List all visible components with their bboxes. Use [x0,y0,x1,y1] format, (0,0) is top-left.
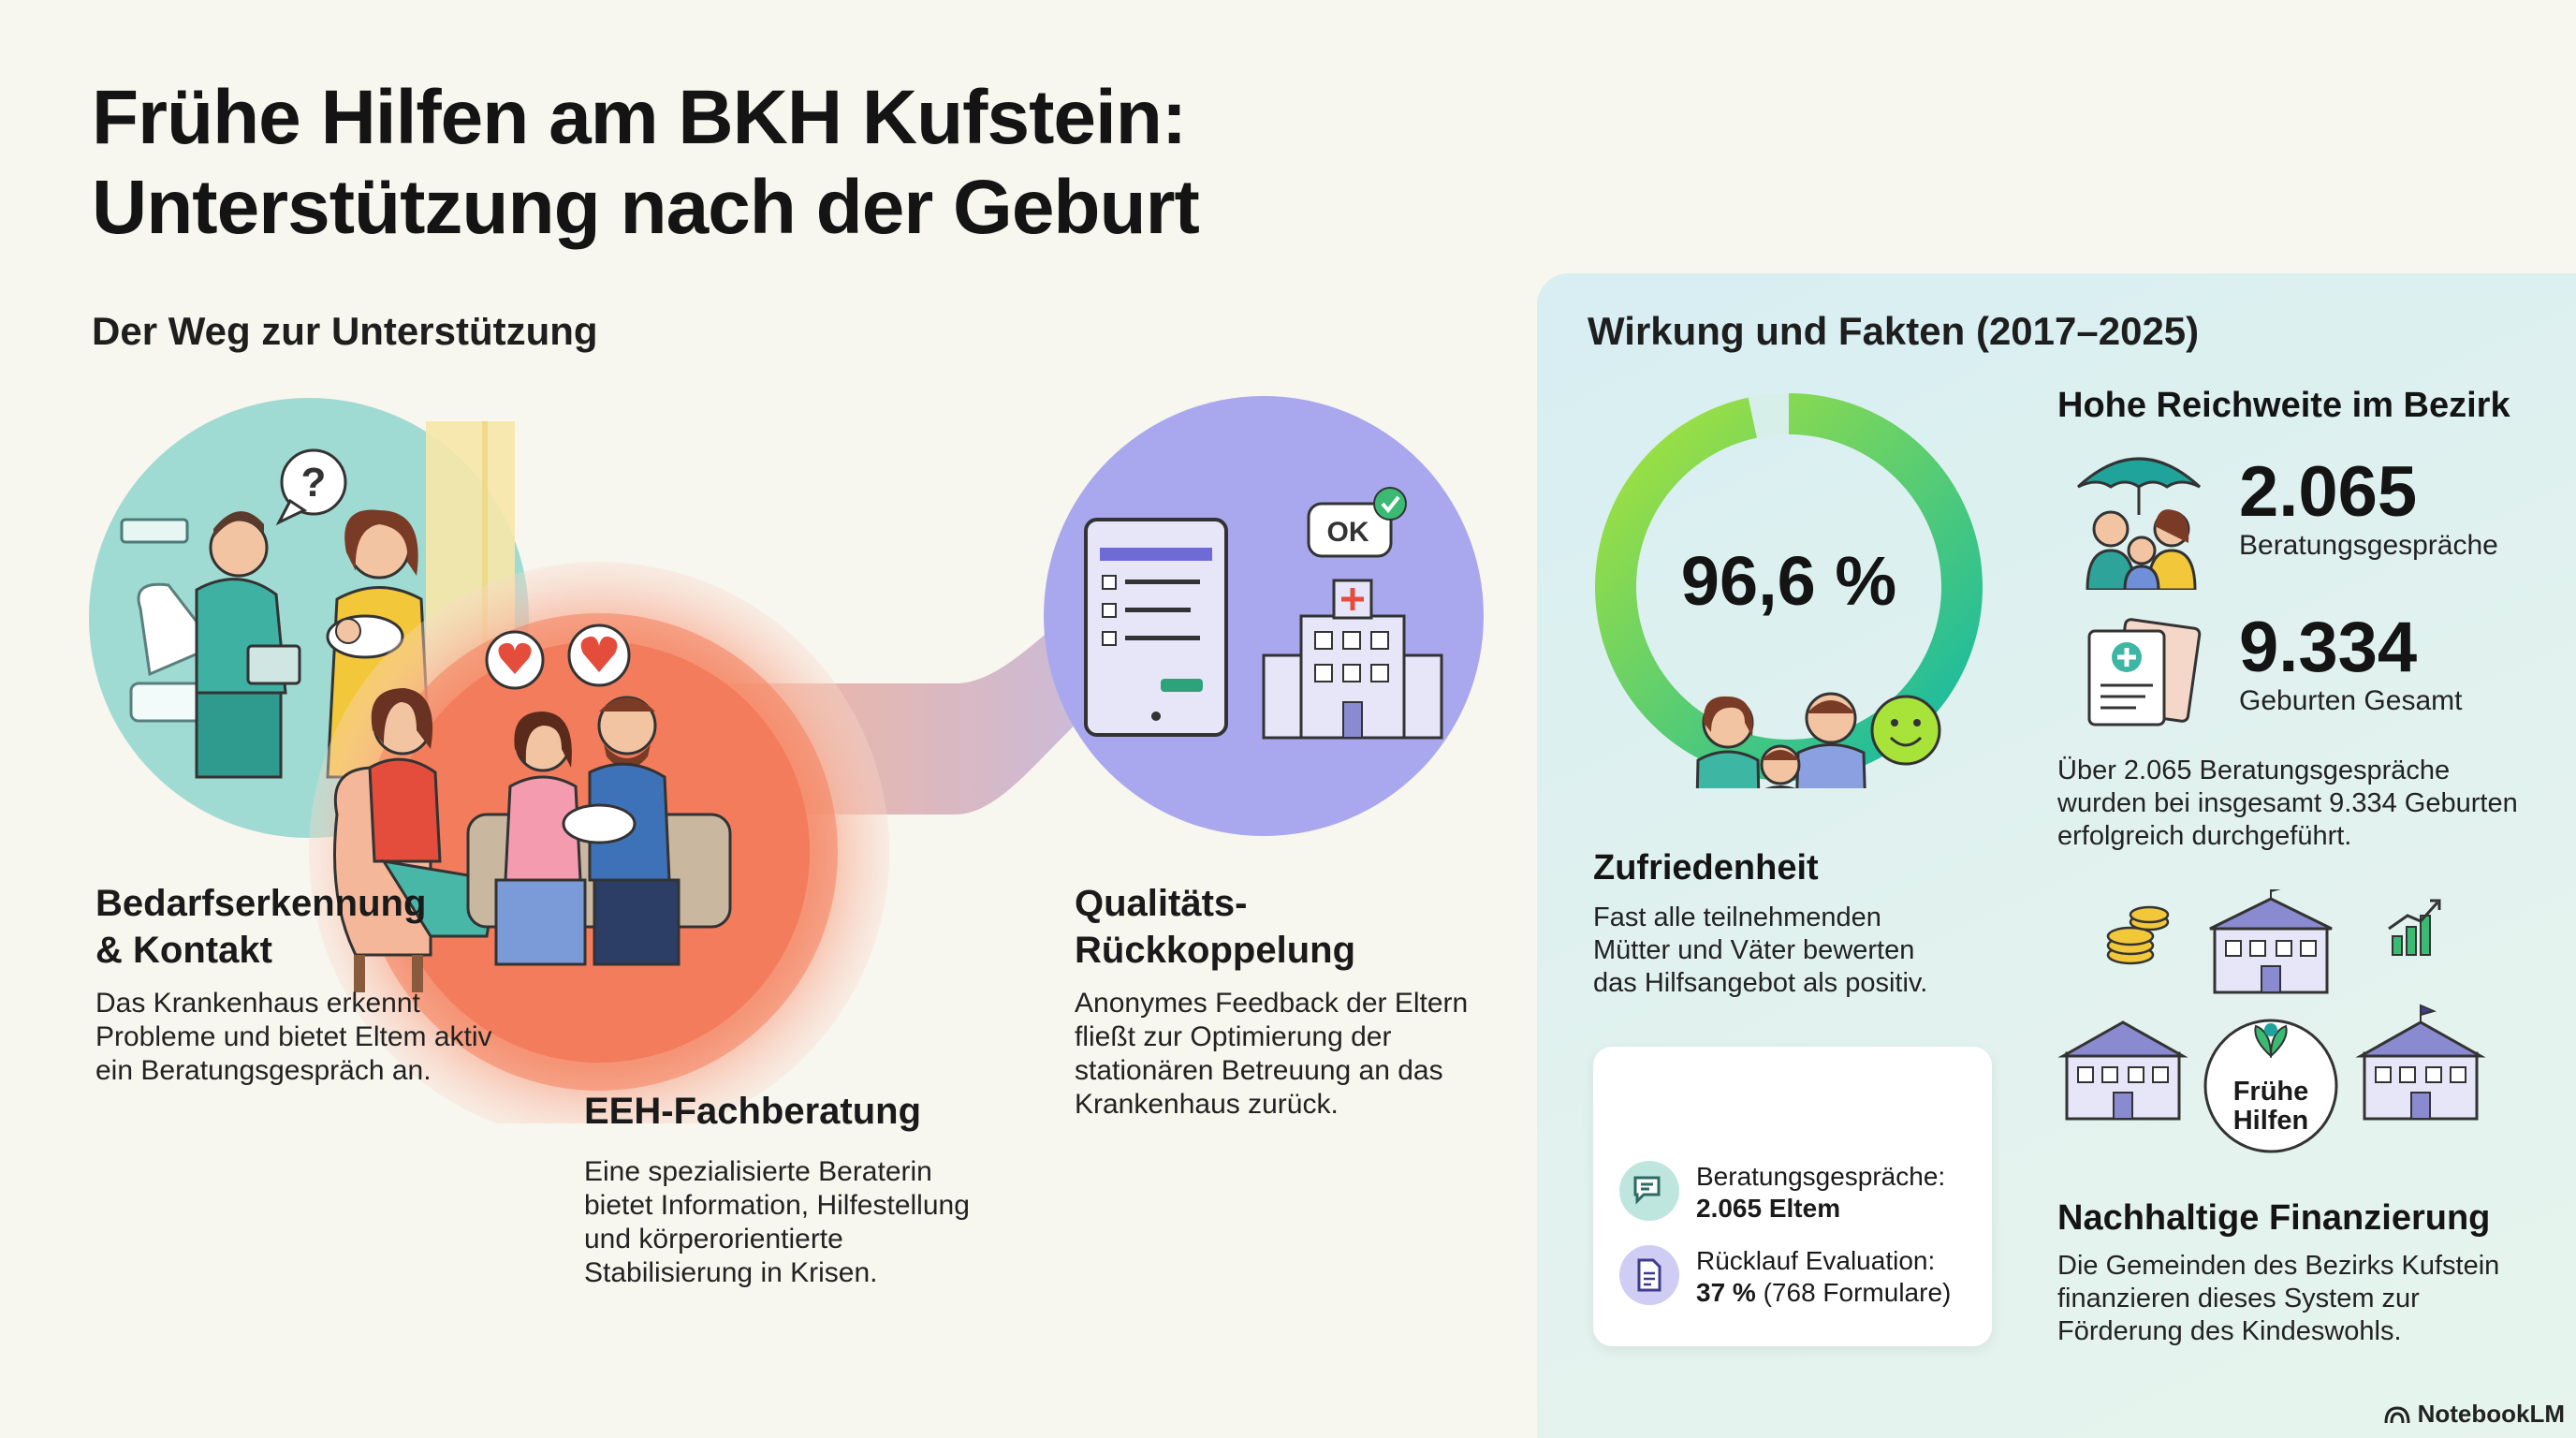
card-row-2-value: 37 % [1696,1278,1756,1307]
card-row-consultations: Beratungsgespräche: 2.065 Eltem [1619,1161,1945,1225]
ok-label: OK [1327,517,1369,548]
family-icon [1695,692,1866,788]
step-3-text-line-1: Anonymes Feedback der Eltern [1075,988,1469,1019]
financing-block: Nachhaltige Finanzierung Die Gemeinden d… [2057,1198,2554,1348]
reach-text-line-2: wurden bei insgesamt 9.334 Geburten [2057,788,2518,818]
umbrella-family-icon [2076,457,2202,590]
satisfaction-percent: 96,6 % [1680,542,1897,620]
smiley-icon [1870,695,1941,766]
financing-text-line-2: finanzieren dieses System zur [2057,1284,2420,1313]
step-2-title: EEH-Fachberatung [584,1091,922,1132]
satisfaction-block: Zufriedenheit Fast alle teilnehmenden Mü… [1593,848,1986,1000]
card-row-evaluation: Rücklauf Evaluation: 37 % (768 Formulare… [1619,1245,1951,1309]
financing-illustration: Frühe Hilfen [2057,889,2486,1153]
card-row-1-label: Beratungsgespräche: [1696,1162,1946,1191]
step-1-text-line-3: ein Beratungsgespräch an. [95,1055,432,1086]
step-1-title-line-1: Bedarfserkennung [95,883,427,924]
chat-bubble-icon [1619,1161,1679,1221]
town-hall-left-icon [2057,1020,2188,1121]
reach-text-line-1: Über 2.065 Beratungsgespräche [2057,756,2451,785]
step-3-title-line-1: Qualitäts- [1075,883,1248,924]
financing-text-line-3: Förderung des Kindeswohls. [2057,1316,2402,1346]
badge-line-2: Hilfen [2233,1106,2309,1136]
notebooklm-icon [2384,1405,2410,1423]
reach-stat-2-label: Geburten Gesamt [2239,685,2463,716]
page-title-line-2: Unterstützung nach der Geburt [92,165,1200,250]
step-3-text-line-3: stationären Betreuung an das [1075,1055,1443,1086]
town-hall-right-icon [2355,1004,2486,1121]
path-section-heading: Der Weg zur Unterstützung [92,309,598,353]
step-2: EEH-Fachberatung Eine spezialisierte Ber… [584,1088,1024,1290]
fruehe-hilfen-badge [2203,1019,2338,1153]
step3-illustration-circle: OK [1044,396,1484,836]
satisfaction-heading: Zufriedenheit [1593,848,1819,888]
coins-icon [2106,905,2170,965]
facts-section-heading: Wirkung und Fakten (2017–2025) [1588,309,2200,353]
sprout-icon [2254,1023,2288,1059]
reach-stat-2-value: 9.334 [2239,608,2418,687]
reach-text-line-3: erfolgreich durchgeführt. [2057,821,2352,851]
step2-illustration-circle [309,562,889,1123]
card-row-2-label: Rücklauf Evaluation: [1696,1246,1936,1275]
brand-label: NotebookLM [2417,1400,2565,1428]
reach-stat-2: 9.334 Geburten Gesamt [2239,610,2462,717]
medical-document-icon [2087,618,2202,726]
step-1-text-line-1: Das Krankenhaus erkennt [95,988,420,1019]
step-1: Bedarfserkennung & Kontakt Das Krankenha… [95,880,535,1088]
financing-text-line-1: Die Gemeinden des Bezirks Kufstein [2057,1251,2500,1281]
step-2-text-line-2: bietet Information, Hilfestellung [584,1190,970,1221]
path-illustration: ? [89,396,1484,1123]
satisfaction-text-line-3: das Hilfsangebot als positiv. [1593,968,1928,998]
step-3: Qualitäts- Rückkoppelung Anonymes Feedba… [1075,880,1524,1122]
step-3-title-line-2: Rückkoppelung [1075,930,1356,971]
card-row-2-extra: (768 Formulare) [1763,1278,1952,1307]
step-3-text-line-4: Krankenhaus zurück. [1075,1089,1339,1120]
step-2-text-line-4: Stabilisierung in Krisen. [584,1257,878,1288]
growth-chart-icon [2388,899,2441,956]
town-hall-top-icon [2209,889,2333,994]
page-title: Frühe Hilfen am BKH Kufstein: Unterstütz… [92,73,1200,253]
reach-stat-1-value: 2.065 [2239,452,2418,532]
satisfaction-donut [1595,393,1983,788]
financing-heading: Nachhaltige Finanzierung [2057,1198,2491,1238]
step-3-text-line-2: fließt zur Optimierung der [1075,1021,1392,1052]
question-mark-icon: ? [301,460,327,506]
satisfaction-text-line-1: Fast alle teilnehmenden [1593,902,1881,932]
satisfaction-text-line-2: Mütter und Väter bewerten [1593,935,1915,965]
step-1-title-line-2: & Kontakt [95,930,272,971]
reach-heading: Hohe Reichweite im Bezirk [2057,386,2510,425]
step-2-text-line-1: Eine spezialisierte Beraterin [584,1156,932,1187]
document-icon [1619,1245,1679,1305]
reach-stat-1: 2.065 Beratungsgespräche [2239,455,2498,562]
step-1-text-line-2: Probleme und bietet Eltem aktiv [95,1021,492,1052]
card-row-1-value: 2.065 Eltem [1696,1194,1841,1223]
step-2-text-line-3: und körperorientierte [584,1224,843,1255]
page-title-line-1: Frühe Hilfen am BKH Kufstein: [92,75,1187,160]
reach-stat-1-label: Beratungsgespräche [2239,530,2498,561]
notebooklm-logo: NotebookLM [2384,1400,2565,1429]
badge-line-1: Frühe [2233,1077,2309,1107]
summary-card: Beratungsgespräche: 2.065 Eltem Rücklauf… [1593,1047,1992,1346]
reach-text: Über 2.065 Beratungsgespräche wurden bei… [2057,755,2544,853]
